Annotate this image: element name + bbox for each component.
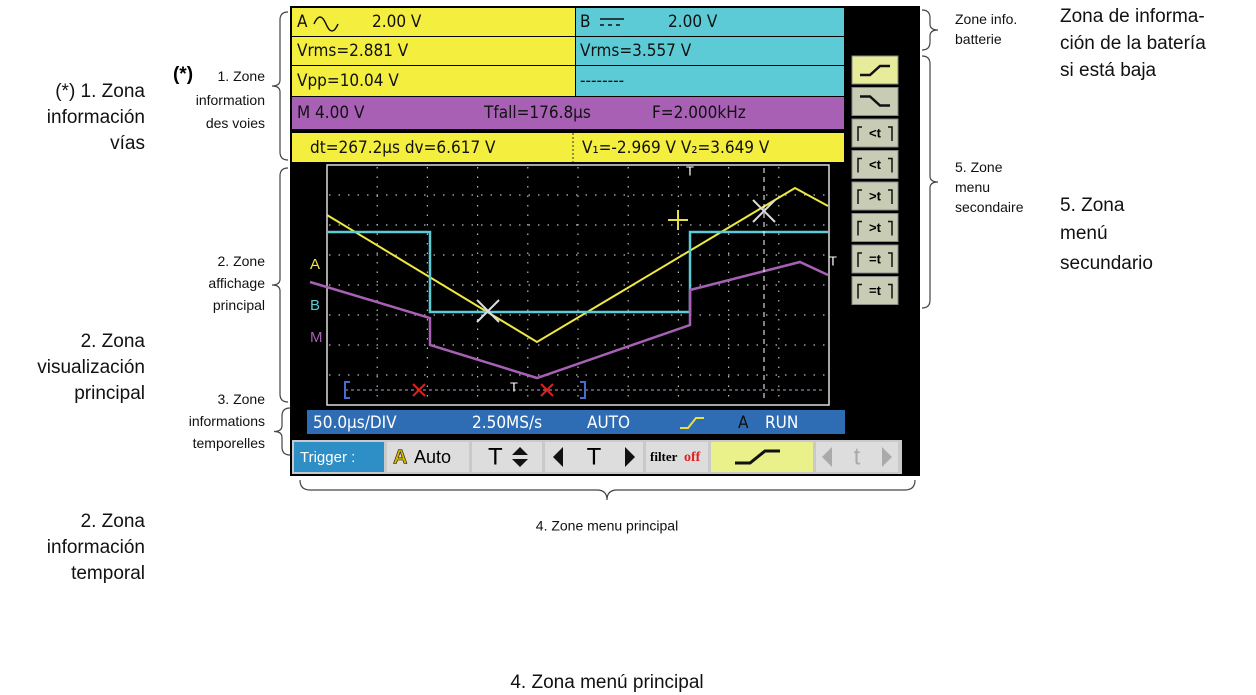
brace	[274, 408, 290, 455]
run-state: RUN	[765, 413, 798, 433]
fr-main-menu: 4. Zone menu principal	[536, 518, 678, 534]
brace	[272, 168, 288, 402]
trace-label: B	[310, 297, 320, 314]
brace	[922, 56, 938, 308]
secondary-label: >t	[869, 220, 882, 235]
level-label: T	[488, 443, 503, 470]
a-vrms: Vrms=2.881 V	[297, 41, 409, 61]
trigger-marker: T	[510, 379, 518, 394]
brace	[272, 12, 288, 160]
edge-button[interactable]	[711, 442, 813, 472]
b-scale: 2.00 V	[668, 12, 718, 32]
cursor-v: V₁=-2.969 V V₂=3.649 V	[582, 138, 770, 158]
trigger-marker: T	[829, 253, 837, 268]
secondary-label: >t	[869, 188, 882, 203]
b-vrms: Vrms=3.557 V	[580, 41, 692, 61]
a-label: A	[297, 12, 308, 32]
es-main-menu: 4. Zona menú principal	[510, 672, 703, 693]
cursor-dt: dt=267.2µs dv=6.617 V	[310, 138, 496, 158]
fr-time: 3. Zoneinformationstemporelles	[189, 391, 265, 451]
auto-label: Auto	[414, 447, 451, 467]
trigger-marker: T	[686, 163, 694, 178]
sample-rate: 2.50MS/s	[472, 413, 542, 433]
level-button[interactable]	[472, 442, 542, 472]
m-scale: M 4.00 V	[297, 103, 365, 123]
position-label: T	[587, 443, 602, 470]
trace-label: A	[310, 256, 320, 273]
freq: F=2.000kHz	[652, 103, 746, 123]
trigger-label: Trigger :	[300, 449, 355, 466]
timebase: 50.0µs/DIV	[313, 413, 397, 433]
a-vpp: Vpp=10.04 V	[297, 71, 399, 91]
trigger-source: A	[738, 413, 749, 433]
a-scale: 2.00 V	[372, 12, 422, 32]
filter-state: off	[684, 450, 701, 465]
tfall: Tfall=176.8µs	[483, 103, 591, 123]
page: (*) 1. Zonainformaciónvías 2. Zonavisual…	[0, 0, 1256, 695]
secondary-label: =t	[869, 283, 882, 298]
source-label: A	[393, 446, 407, 468]
mode: AUTO	[587, 413, 630, 433]
trace-label: M	[310, 329, 323, 346]
time-label: t	[854, 443, 861, 470]
info-row	[292, 8, 575, 36]
fr-battery: Zone info.batterie	[955, 11, 1017, 47]
b-label: B	[580, 12, 591, 32]
secondary-label: <t	[869, 157, 882, 172]
secondary-label: =t	[869, 251, 882, 266]
fr-mark: (*)	[173, 64, 193, 85]
brace	[922, 10, 938, 50]
filter-label: filter	[650, 449, 678, 464]
b-vpp: --------	[580, 71, 624, 91]
secondary-label: <t	[869, 125, 882, 140]
brace	[300, 480, 915, 500]
